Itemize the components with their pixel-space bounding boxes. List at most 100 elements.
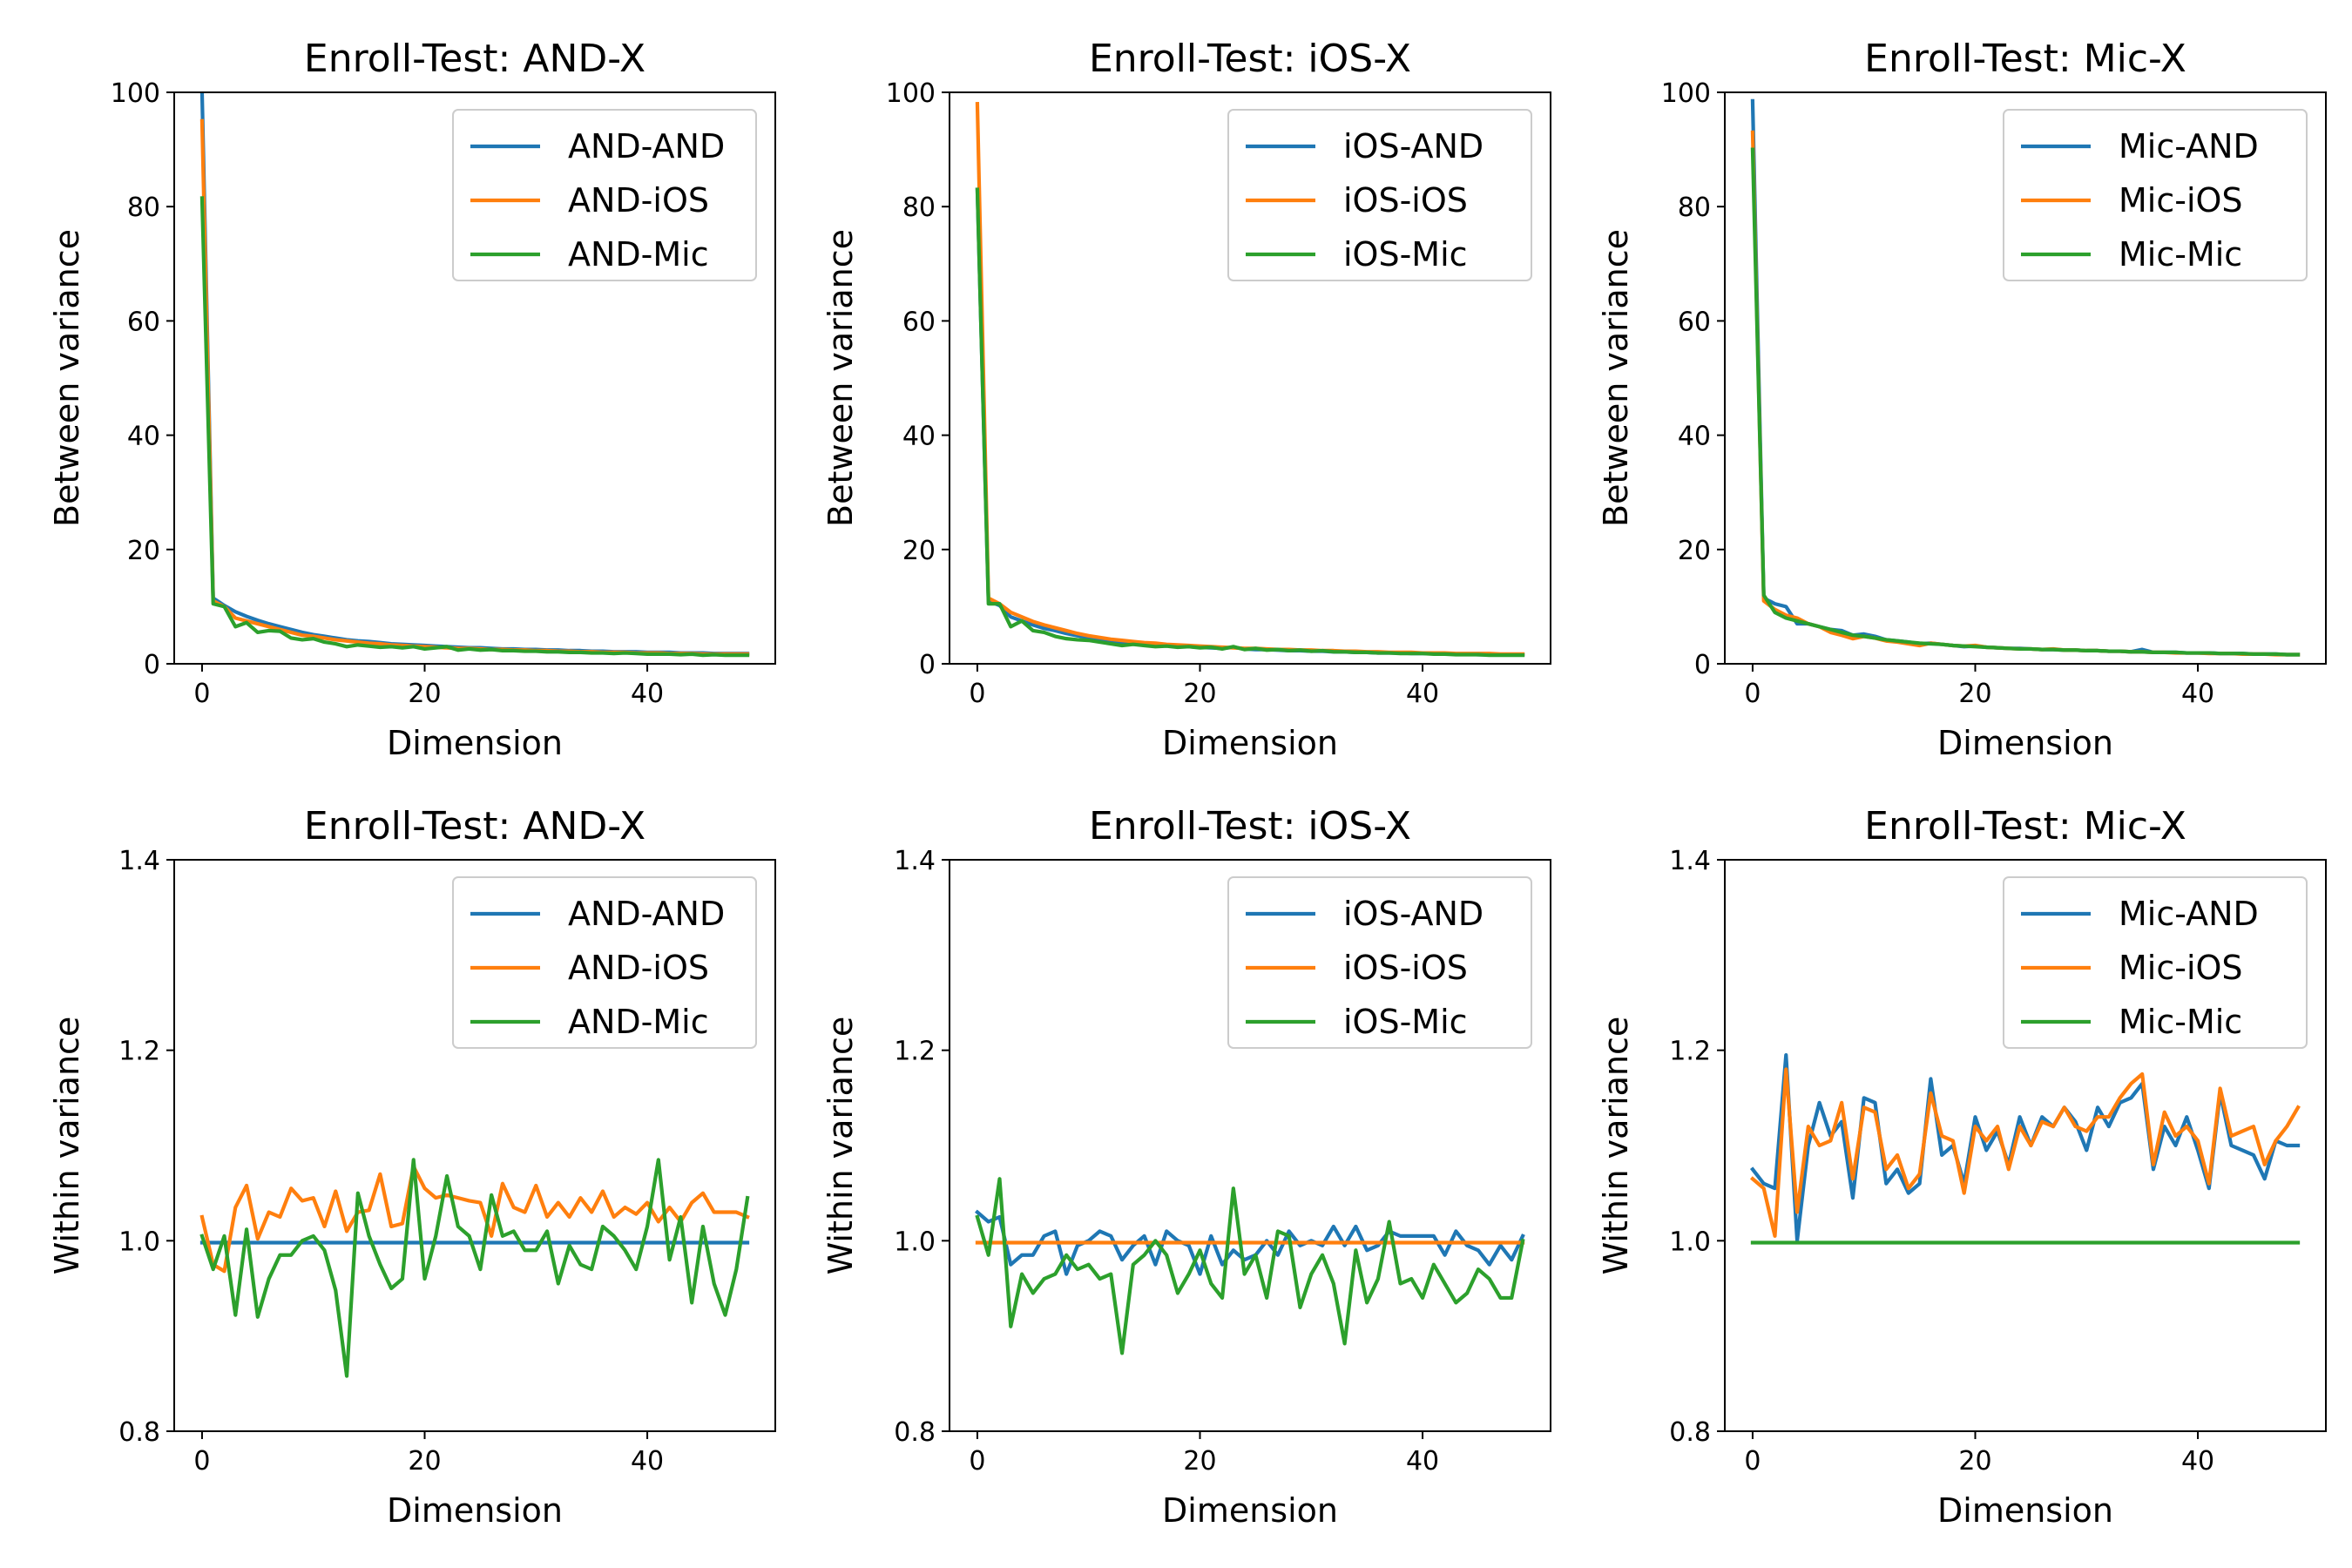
y-tick-label: 0.8 xyxy=(1669,1417,1711,1448)
legend: iOS-AND iOS-iOS iOS-Mic xyxy=(1227,109,1532,281)
x-tick-label: 0 xyxy=(1744,679,1761,709)
series-line-mic-mic xyxy=(1750,147,2301,657)
y-tick-label: 1.4 xyxy=(118,846,160,876)
y-tick-label: 60 xyxy=(902,307,936,337)
y-tick-label: 80 xyxy=(1678,193,1711,223)
series-line-mic-ios xyxy=(1749,1067,2301,1238)
chart-title: Enroll-Test: AND-X xyxy=(304,804,645,848)
x-axis-label: Dimension xyxy=(387,724,563,762)
chart-panel-2: 0 20 40 0 20 40 60 80 100 Enroll-Test: Mic-X Dimen… xyxy=(1597,37,2327,762)
y-tick-label: 60 xyxy=(1678,307,1711,337)
y-axis-label: Between variance xyxy=(1597,229,1635,527)
chart-panel-0: 0 20 40 0 20 40 60 80 100 Enroll-Test: AND-X Dimen… xyxy=(48,37,776,762)
chart-title: Enroll-Test: AND-X xyxy=(304,37,645,81)
series-line-ios-and xyxy=(974,1209,1525,1276)
series-line-mic-and xyxy=(1749,1053,2301,1243)
y-axis-label: Within variance xyxy=(821,1017,860,1275)
legend-label: Mic-AND xyxy=(2119,895,2259,933)
y-tick-label: 20 xyxy=(1678,536,1711,566)
x-axis-label: Dimension xyxy=(1162,724,1338,762)
y-tick-label: 40 xyxy=(127,422,160,452)
y-tick-label: 0 xyxy=(144,650,160,680)
legend: iOS-AND iOS-iOS iOS-Mic xyxy=(1227,876,1532,1049)
x-tick-label: 40 xyxy=(631,1446,664,1477)
legend: AND-AND AND-iOS AND-Mic xyxy=(452,876,757,1049)
legend-label: AND-AND xyxy=(568,895,725,933)
x-tick-label: 20 xyxy=(1958,679,1991,709)
legend-label: iOS-iOS xyxy=(1343,949,1468,987)
x-tick-label: 40 xyxy=(631,679,664,709)
y-tick-label: 1.2 xyxy=(1669,1037,1711,1067)
y-axis-label: Within variance xyxy=(1597,1017,1635,1275)
y-tick-label: 1.4 xyxy=(894,846,936,876)
legend-label: iOS-AND xyxy=(1343,127,1484,166)
legend-label: Mic-iOS xyxy=(2119,949,2243,987)
axes-frame xyxy=(173,91,776,665)
legend-box xyxy=(1227,109,1532,281)
x-tick-label: 0 xyxy=(969,1446,985,1477)
chart-panel-4: 0 20 40 0.8 1.0 1.2 1.4 Enroll-Test: iOS-X Dimen… xyxy=(821,804,1551,1530)
chart-title: Enroll-Test: iOS-X xyxy=(1089,804,1411,848)
y-tick-label: 1.4 xyxy=(1669,846,1711,876)
x-tick-label: 40 xyxy=(2181,679,2214,709)
y-tick-label: 1.0 xyxy=(894,1227,936,1257)
y-tick-label: 60 xyxy=(127,307,160,337)
legend-box xyxy=(2003,109,2308,281)
y-tick-label: 0.8 xyxy=(118,1417,160,1448)
y-tick-label: 80 xyxy=(902,193,936,223)
y-tick-label: 40 xyxy=(902,422,936,452)
legend-box xyxy=(452,109,757,281)
series-line-and-mic xyxy=(199,1158,750,1378)
y-tick-label: 80 xyxy=(127,193,160,223)
axes-frame xyxy=(1724,859,2327,1432)
legend-box xyxy=(452,876,757,1049)
series-line-and-mic xyxy=(199,196,750,658)
y-tick-label: 1.2 xyxy=(894,1037,936,1067)
x-tick-label: 20 xyxy=(1958,1446,1991,1477)
legend-label: iOS-Mic xyxy=(1343,1003,1468,1041)
y-axis-label: Within variance xyxy=(48,1017,86,1275)
series-line-ios-mic xyxy=(975,187,1525,658)
legend-label: iOS-iOS xyxy=(1343,181,1468,220)
legend-label: Mic-Mic xyxy=(2119,1003,2242,1041)
legend-label: AND-Mic xyxy=(568,235,709,274)
y-tick-label: 1.0 xyxy=(118,1227,160,1257)
legend: Mic-AND Mic-iOS Mic-Mic xyxy=(2003,109,2308,281)
y-tick-label: 100 xyxy=(1661,78,1711,109)
legend-label: AND-AND xyxy=(568,127,725,166)
chart-title: Enroll-Test: Mic-X xyxy=(1864,804,2186,848)
x-axis-label: Dimension xyxy=(1937,1491,2113,1530)
x-axis-label: Dimension xyxy=(1162,1491,1338,1530)
y-tick-label: 1.0 xyxy=(1669,1227,1711,1257)
y-tick-label: 1.2 xyxy=(118,1037,160,1067)
y-axis-label: Between variance xyxy=(821,229,860,527)
chart-title: Enroll-Test: iOS-X xyxy=(1089,37,1411,81)
axes-frame xyxy=(173,859,776,1432)
x-tick-label: 20 xyxy=(1183,1446,1216,1477)
x-tick-label: 20 xyxy=(408,1446,441,1477)
x-tick-label: 40 xyxy=(2181,1446,2214,1477)
y-tick-label: 0 xyxy=(1694,650,1711,680)
x-tick-label: 40 xyxy=(1406,679,1439,709)
y-tick-label: 100 xyxy=(111,78,160,109)
legend-box xyxy=(2003,876,2308,1049)
legend-label: iOS-Mic xyxy=(1343,235,1468,274)
x-tick-label: 20 xyxy=(1183,679,1216,709)
y-tick-label: 40 xyxy=(1678,422,1711,452)
series-line-ios-mic xyxy=(975,1177,1525,1355)
y-tick-label: 0.8 xyxy=(894,1417,936,1448)
legend-label: iOS-AND xyxy=(1343,895,1484,933)
legend: AND-AND AND-iOS AND-Mic xyxy=(452,109,757,281)
legend-label: AND-iOS xyxy=(568,181,709,220)
x-tick-label: 40 xyxy=(1406,1446,1439,1477)
y-tick-label: 20 xyxy=(127,536,160,566)
x-tick-label: 0 xyxy=(969,679,985,709)
axes-frame xyxy=(949,91,1551,665)
chart-title: Enroll-Test: Mic-X xyxy=(1864,37,2186,81)
axes-frame xyxy=(1724,91,2327,665)
legend: Mic-AND Mic-iOS Mic-Mic xyxy=(2003,876,2308,1049)
x-tick-label: 0 xyxy=(193,1446,210,1477)
legend-label: Mic-Mic xyxy=(2119,235,2242,274)
chart-panel-3: 0 20 40 0.8 1.0 1.2 1.4 Enroll-Test: AND-X Dimen… xyxy=(48,804,776,1530)
